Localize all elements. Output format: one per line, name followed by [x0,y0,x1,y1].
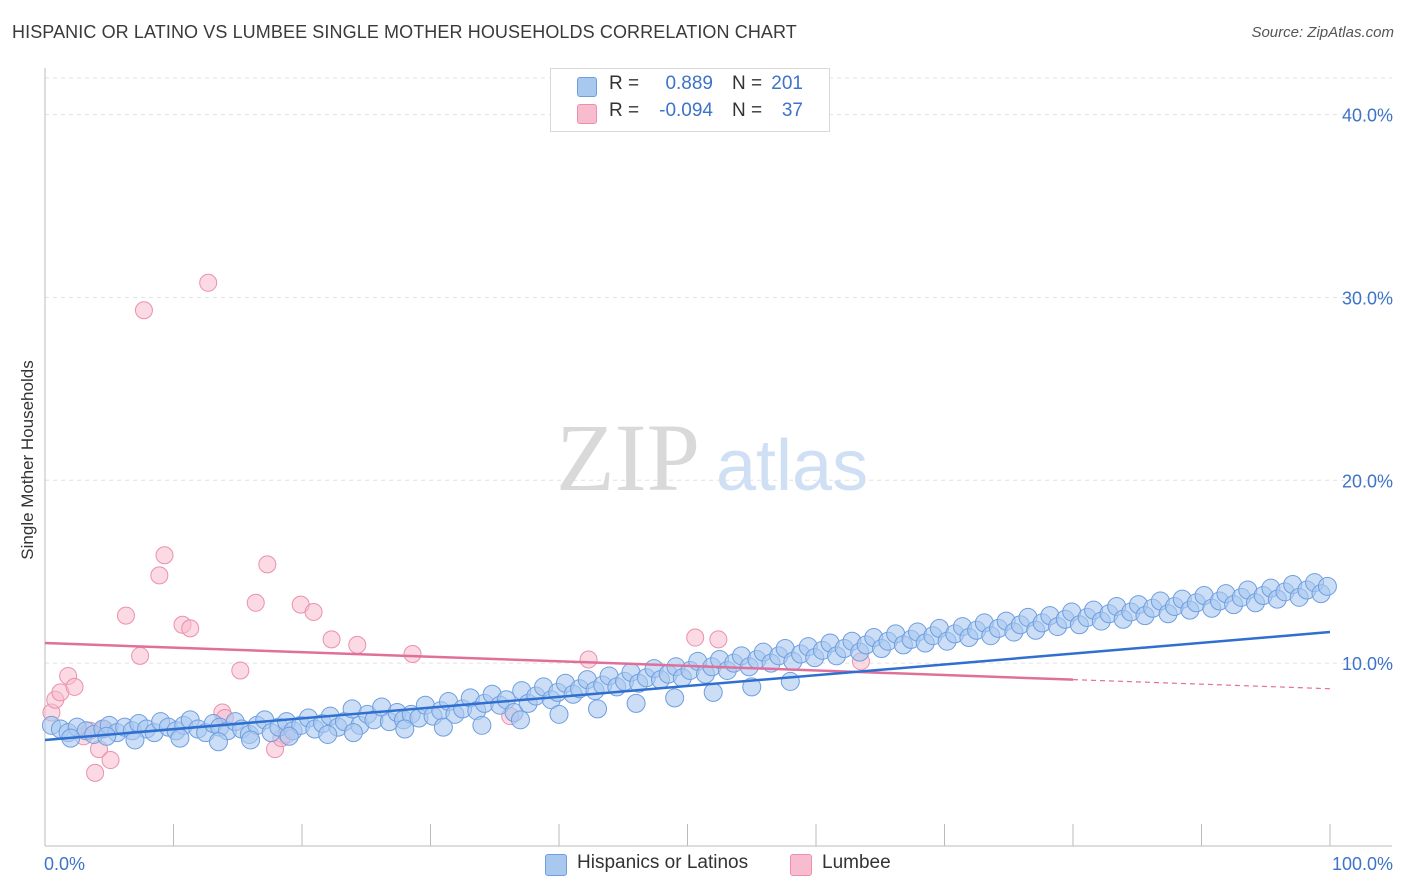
legend-n-value: 201 [771,73,803,94]
legend-n-value: 37 [781,100,803,121]
legend-r-value: 0.889 [665,73,713,94]
hispanic-point [626,693,646,713]
tick-labels: 10.0% 20.0% 30.0% 40.0% 0.0% 100.0% [44,106,1393,874]
hispanic-point [343,723,363,743]
lumbee-trend-extension [1072,679,1331,690]
lumbee-point [116,606,135,625]
hispanic-point [395,719,415,739]
bottom-legend-swatch-hispanic [545,854,567,876]
lumbee-trend-line [44,641,1074,681]
hispanic-point [279,726,299,746]
watermark-atlas: atlas [716,426,868,506]
legend-n-label: N = [732,73,763,94]
y-tick-label: 20.0% [1342,471,1393,491]
lumbee-point [579,650,598,669]
lumbee-point [258,555,277,574]
hispanic-point [510,710,530,730]
y-tick-label: 10.0% [1342,654,1393,674]
chart-title: HISPANIC OR LATINO VS LUMBEE SINGLE MOTH… [12,22,797,42]
source-label: Source: ZipAtlas.com [1251,24,1394,41]
trend-lines [44,630,1331,742]
bottom-legend-label-lumbee: Lumbee [822,852,891,873]
hispanic-point [588,699,608,719]
bottom-legend-label-hispanic: Hispanics or Latinos [577,852,749,873]
lumbee-point [150,566,169,585]
bottom-legend-swatch-lumbee [790,854,812,876]
lumbee-point [322,630,341,649]
legend-n-label: N = [732,100,763,121]
hispanic-point [241,730,261,750]
lumbee-point [304,602,323,621]
lumbee-point [65,677,84,696]
y-tick-label: 40.0% [1342,106,1393,126]
hispanic-point [703,682,723,702]
x-tick-label: 0.0% [44,854,85,874]
legend-row-hispanic: R = 0.889 N = 201 [551,73,829,100]
lumbee-point [686,628,705,647]
lumbee-point [155,546,174,565]
lumbee-point [181,619,200,638]
legend-r-label: R = [609,100,640,121]
hispanic-point [549,704,569,724]
y-tick-label: 30.0% [1342,288,1393,308]
legend-swatch-lumbee [577,104,597,124]
lumbee-point [134,301,153,320]
grid-lines [45,77,1392,664]
lumbee-point [403,645,422,663]
lumbee-point [231,661,250,680]
x-tick-label: 100.0% [1332,854,1393,874]
hispanic-points [41,573,1337,752]
legend-r-label: R = [609,73,640,94]
lumbee-point [86,763,105,782]
lumbee-point [348,635,367,654]
hispanic-point [170,728,190,748]
hispanic-point [433,717,453,737]
hispanic-point [125,730,145,750]
hispanic-point [742,677,762,697]
legend-r-value: -0.094 [659,100,713,121]
lumbee-point [246,593,265,612]
hispanic-point [318,724,338,744]
lumbee-point [131,646,150,665]
correlation-legend: R = 0.889 N = 201 R = -0.094 N = 37 [550,68,830,132]
hispanic-point [780,671,800,691]
lumbee-point [101,751,120,770]
legend-swatch-hispanic [577,77,597,97]
hispanic-point [665,688,685,708]
hispanic-point [1317,576,1337,596]
watermark-zip: ZIP [556,404,700,511]
hispanic-point [208,732,228,752]
hispanic-trend-line [44,630,1331,742]
hispanic-point [472,715,492,735]
lumbee-point [709,630,728,649]
legend-row-lumbee: R = -0.094 N = 37 [551,100,829,127]
lumbee-point [199,273,218,292]
